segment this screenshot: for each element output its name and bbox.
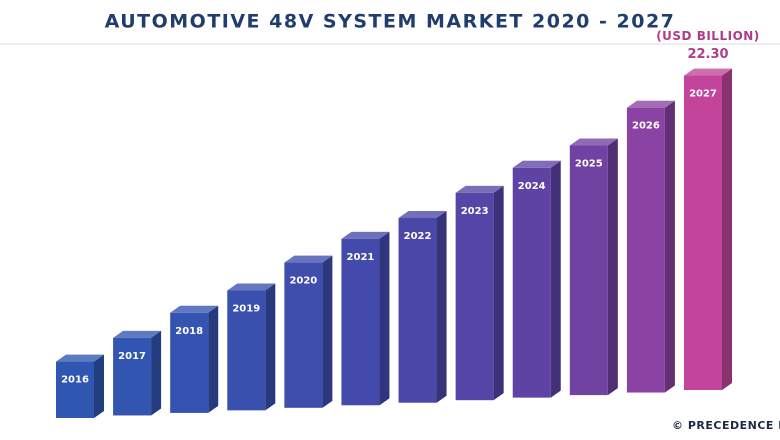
bar-year-label: 2017: [118, 351, 146, 362]
bar-side-shade: [436, 211, 447, 403]
bar-side-shade: [664, 100, 675, 393]
bar-top: [170, 305, 219, 313]
bar-side-shade: [550, 160, 561, 398]
bar: [455, 192, 494, 401]
bar-top-light: [56, 354, 104, 362]
bar-side: [94, 354, 104, 418]
bar-top: [684, 68, 732, 76]
bar-year-label: 2026: [632, 121, 660, 132]
bar: [626, 107, 665, 393]
bar-year-label: 2022: [404, 231, 432, 242]
bar-side-shade: [265, 283, 276, 411]
bar-side: [265, 283, 276, 411]
bar-year-label: 2018: [175, 326, 203, 337]
bar-side: [607, 138, 618, 396]
bar-top-light: [569, 138, 618, 146]
bar: [170, 312, 209, 413]
bar-year-label: 2024: [518, 181, 546, 192]
source: © PRECEDENCE RES: [672, 419, 780, 432]
bar-side: [664, 100, 675, 393]
bar-top-light: [512, 160, 561, 168]
bar-top-light: [626, 100, 675, 108]
bar-top-light: [170, 305, 219, 313]
bar-year-label: 2027: [689, 89, 717, 100]
bar-top-light: [227, 283, 276, 291]
bar: [569, 145, 608, 396]
bar-top-light: [113, 330, 162, 338]
bar-top: [512, 160, 561, 168]
bar-side-shade: [94, 354, 104, 418]
bar-side-shade: [151, 330, 162, 416]
bar-side-shade: [722, 68, 732, 390]
bar: [113, 337, 152, 416]
bar-side: [322, 255, 333, 408]
bar-side-shade: [322, 255, 333, 408]
bar: [398, 218, 437, 403]
bar-top: [113, 330, 162, 338]
bar: [684, 75, 722, 390]
bar-side-shade: [379, 231, 390, 406]
bar-top: [284, 255, 333, 263]
bar-side: [436, 211, 447, 403]
bar-side-shade: [493, 185, 504, 401]
bar-side: [550, 160, 561, 398]
bar-year-label: 2025: [575, 159, 603, 170]
bar-year-label: 2023: [461, 206, 489, 217]
bar: [56, 361, 94, 418]
bar-top: [569, 138, 618, 146]
bar-top-light: [398, 211, 447, 219]
chart-title: AUTOMOTIVE 48V SYSTEM MARKET 2020 - 2027: [105, 11, 676, 33]
bar-top: [56, 354, 104, 362]
bar-side: [151, 330, 162, 416]
bar: [227, 290, 266, 411]
bar-top-light: [284, 255, 333, 263]
value-label: 22.30: [687, 47, 728, 62]
bar-year-label: 2020: [289, 276, 317, 287]
bar-side: [208, 305, 219, 413]
bar-year-label: 2021: [347, 252, 375, 263]
bar-top-light: [455, 185, 504, 193]
bar-side: [493, 185, 504, 401]
bar: [284, 262, 323, 408]
bar-side: [379, 231, 390, 406]
bar-top-light: [341, 231, 390, 239]
bar: [341, 238, 380, 406]
bar-year-label: 2016: [61, 375, 89, 386]
unit-label: (USD BILLION): [656, 29, 760, 43]
bar-top: [626, 100, 675, 108]
bar-top-light: [684, 68, 732, 76]
bar: [512, 167, 551, 398]
bar-year-label: 2019: [232, 304, 260, 315]
bar-side: [722, 68, 732, 390]
bar-top: [398, 211, 447, 219]
bar-top: [227, 283, 276, 291]
bar-side-shade: [208, 305, 219, 413]
bar-side-shade: [607, 138, 618, 396]
bar-top: [455, 185, 504, 193]
bar-top: [341, 231, 390, 239]
